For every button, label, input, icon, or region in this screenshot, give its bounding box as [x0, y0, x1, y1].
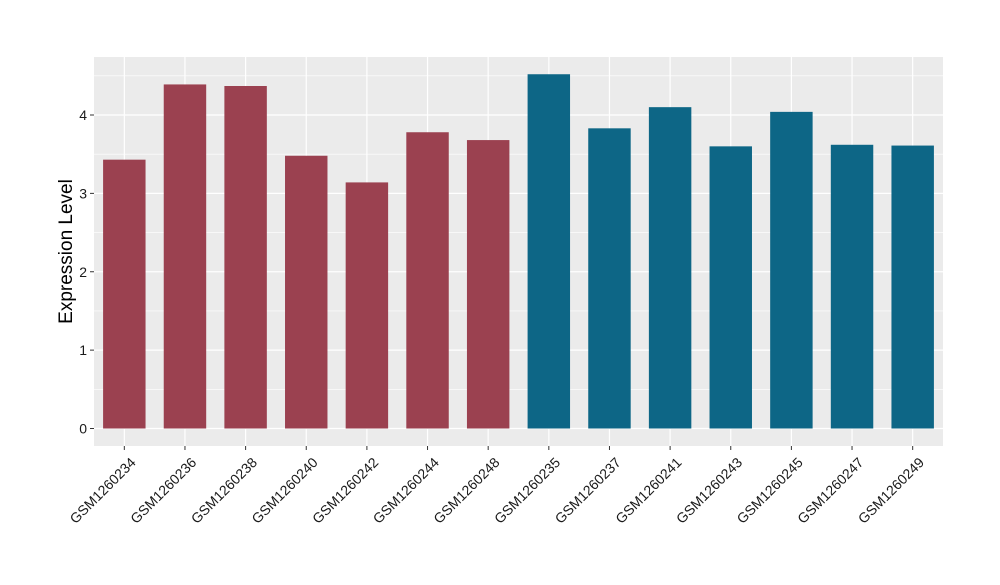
bar-GSM1260244 [406, 132, 449, 429]
bar-GSM1260245 [770, 111, 813, 429]
y-tick-label: 0 [79, 421, 87, 437]
bar-GSM1260247 [830, 144, 874, 429]
bar-GSM1260243 [709, 146, 752, 429]
bar-GSM1260238 [224, 86, 267, 429]
bar-GSM1260241 [648, 107, 692, 429]
y-axis: 0 1 2 3 4 [79, 107, 94, 437]
y-axis-title: Expression Level [56, 179, 77, 324]
bar-GSM1260236 [163, 84, 207, 429]
bar-GSM1260248 [466, 140, 510, 429]
bar-GSM1260249 [891, 145, 934, 429]
x-axis: GSM1260234GSM1260236GSM1260238GSM1260240… [66, 446, 927, 527]
y-tick-label: 1 [79, 342, 87, 358]
bar-GSM1260235 [527, 74, 571, 429]
y-tick-label: 2 [79, 264, 87, 280]
bar-GSM1260237 [588, 128, 631, 429]
y-tick-label: 3 [79, 185, 87, 201]
y-tick-label: 4 [79, 107, 87, 123]
bar-GSM1260242 [345, 182, 389, 429]
bars [103, 74, 934, 429]
bar-GSM1260234 [103, 159, 146, 429]
bar-GSM1260240 [285, 155, 328, 429]
